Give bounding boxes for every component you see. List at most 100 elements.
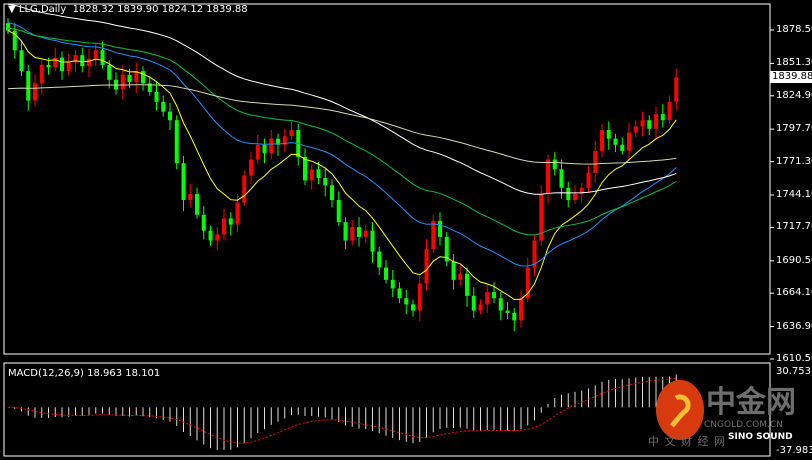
candle (519, 290, 523, 328)
ohlc-high: 1839.90 (117, 4, 159, 15)
candle (289, 120, 294, 140)
candle (404, 289, 409, 315)
candle (120, 64, 125, 100)
price-tick: 1690.50 (776, 254, 812, 266)
candle (390, 269, 395, 298)
candle (370, 222, 375, 263)
candle (107, 60, 112, 89)
candle (357, 217, 361, 247)
candle (269, 130, 274, 160)
price-tick: 1744.10 (776, 188, 812, 200)
candle (114, 72, 118, 95)
candle (174, 115, 179, 170)
candle (296, 123, 301, 166)
candle (323, 168, 328, 197)
candle (134, 62, 139, 94)
candle (242, 170, 247, 207)
candle (201, 206, 206, 240)
candle (478, 299, 483, 315)
candle (505, 301, 510, 320)
watermark-brand: 中金网 (706, 385, 796, 420)
candle (66, 53, 71, 77)
ohlc-low: 1824.12 (161, 4, 204, 15)
price-tick: 1851.30 (776, 57, 812, 69)
candle (384, 260, 388, 284)
candle (100, 41, 105, 69)
candle (161, 95, 166, 117)
candle (19, 40, 24, 77)
candle (606, 121, 611, 150)
candle (276, 133, 280, 156)
candle (195, 187, 199, 219)
candle (417, 276, 422, 322)
last-price-label: 1839.88 (770, 71, 812, 83)
candle (492, 282, 496, 304)
macd-label: MACD(12,26,9) 18.963 18.101 (8, 368, 161, 379)
candle (667, 95, 672, 124)
moving-average-line (7, 84, 677, 165)
candle (411, 299, 415, 317)
watermark-cn-sub: 中 文 财 经 网 (648, 435, 726, 448)
candle (600, 123, 604, 158)
candle (573, 185, 577, 204)
cngold-logo (656, 380, 704, 440)
ohlc-open: 1828.32 (72, 4, 114, 15)
candle (343, 217, 348, 250)
candle (377, 246, 382, 275)
price-tick: 1824.90 (776, 89, 812, 101)
candle (215, 227, 220, 251)
candle (552, 152, 557, 176)
candle (465, 267, 469, 307)
candle (633, 120, 638, 138)
candle (660, 104, 665, 128)
candle (363, 224, 368, 243)
candle (647, 115, 652, 135)
candle (438, 212, 442, 246)
candle (451, 254, 456, 290)
candle (471, 287, 476, 318)
price-tick: 1610.50 (776, 353, 812, 364)
candle (512, 308, 517, 332)
moving-average-line (7, 3, 677, 195)
candle (208, 225, 213, 246)
candle (262, 138, 267, 164)
candle (282, 128, 287, 153)
candle (654, 106, 658, 140)
candle (330, 179, 334, 208)
price-tick: 1878.50 (776, 24, 812, 35)
watermark-sino: SINO SOUND (728, 432, 793, 442)
candle (87, 49, 91, 78)
candle (168, 103, 172, 131)
candle (674, 68, 679, 111)
ohlc-close: 1839.88 (206, 4, 248, 15)
moving-average-line (7, 30, 677, 300)
candle (640, 111, 645, 137)
candle (350, 219, 355, 246)
price-panel-border (3, 3, 771, 355)
candle (444, 231, 449, 267)
candle (255, 134, 260, 165)
candle (60, 51, 64, 80)
candle (33, 74, 37, 107)
macd-max-label: 30.753 (776, 366, 811, 377)
candle (627, 122, 631, 160)
candle (80, 47, 85, 73)
candle (141, 66, 145, 91)
candle (525, 257, 530, 302)
candle (228, 212, 233, 236)
candle (532, 234, 537, 277)
candle (586, 165, 591, 193)
candle (6, 18, 10, 35)
candle (26, 64, 31, 111)
candle (181, 155, 186, 212)
candle (485, 284, 490, 313)
candle (613, 133, 618, 153)
price-tick: 1771.30 (776, 155, 812, 167)
candle (566, 181, 571, 208)
candle (431, 214, 436, 253)
candle (303, 148, 307, 186)
candle (249, 152, 253, 185)
candle (154, 82, 159, 111)
price-tick: 1636.90 (776, 320, 812, 332)
